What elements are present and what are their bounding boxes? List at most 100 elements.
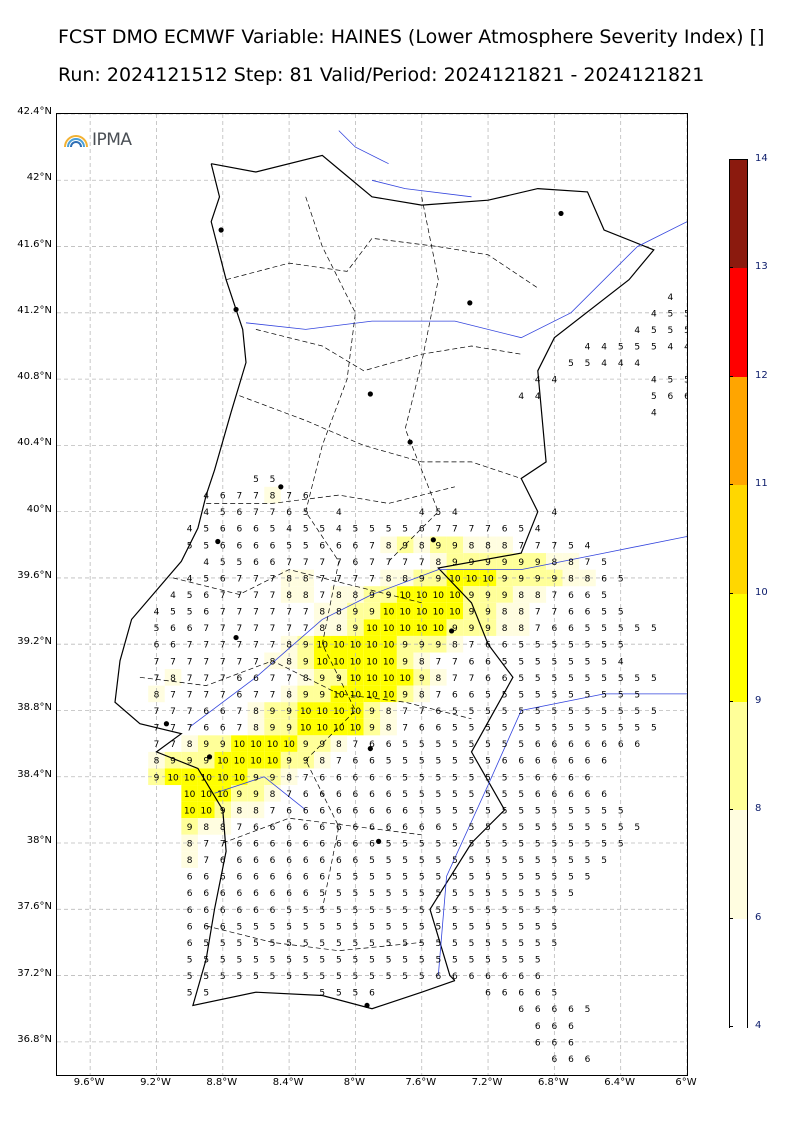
haines-value: 9 xyxy=(369,724,375,734)
haines-value: 8 xyxy=(270,657,276,667)
haines-value: 4 xyxy=(419,508,425,518)
haines-value: 6 xyxy=(601,790,607,800)
haines-value: 7 xyxy=(270,641,276,651)
haines-value: 9 xyxy=(469,608,475,618)
haines-value: 7 xyxy=(203,674,209,684)
haines-value: 5 xyxy=(535,889,541,899)
haines-value: 5 xyxy=(452,724,458,734)
haines-value: 7 xyxy=(237,624,243,634)
haines-cell xyxy=(214,768,232,786)
lat-tick-label: 39.2°N xyxy=(17,636,52,648)
haines-value: 9 xyxy=(336,674,342,684)
haines-value: 8 xyxy=(386,574,392,584)
haines-value: 9 xyxy=(237,790,243,800)
haines-value: 9 xyxy=(469,591,475,601)
haines-value: 7 xyxy=(187,641,193,651)
colorbar-segment xyxy=(730,701,747,811)
haines-value: 6 xyxy=(502,757,508,767)
haines-value: 6 xyxy=(568,757,574,767)
haines-value: 8 xyxy=(353,591,359,601)
haines-cell xyxy=(313,702,331,719)
haines-value: 5 xyxy=(303,541,309,551)
haines-value: 7 xyxy=(552,591,558,601)
haines-value: 10 xyxy=(184,773,196,783)
haines-cell xyxy=(264,718,281,736)
haines-value: 5 xyxy=(535,906,541,916)
haines-value: 6 xyxy=(270,541,276,551)
haines-value: 7 xyxy=(187,724,193,734)
haines-value: 5 xyxy=(435,740,441,750)
haines-value: 5 xyxy=(386,889,392,899)
haines-value: 5 xyxy=(634,674,640,684)
lon-tick-label: 8.4°W xyxy=(272,1077,304,1088)
haines-cell xyxy=(313,685,331,703)
haines-value: 5 xyxy=(585,823,591,833)
haines-cell xyxy=(479,553,497,570)
haines-value: 6 xyxy=(535,989,541,999)
haines-value: 6 xyxy=(270,906,276,916)
haines-value: 5 xyxy=(220,956,226,966)
haines-value: 8 xyxy=(303,574,309,584)
haines-value: 7 xyxy=(303,558,309,568)
haines-value: 5 xyxy=(535,856,541,866)
haines-value: 6 xyxy=(518,989,524,999)
haines-value: 10 xyxy=(317,641,329,651)
haines-value: 5 xyxy=(336,906,342,916)
lat-tick-label: 40.8°N xyxy=(17,371,52,383)
haines-value: 5 xyxy=(419,790,425,800)
haines-value: 9 xyxy=(203,757,209,767)
haines-cell xyxy=(280,718,298,736)
haines-value: 8 xyxy=(419,690,425,700)
haines-value: 6 xyxy=(601,757,607,767)
haines-value: 5 xyxy=(419,806,425,816)
haines-value: 9 xyxy=(286,724,292,734)
haines-cell xyxy=(280,586,298,603)
haines-value: 4 xyxy=(187,574,193,584)
haines-value: 6 xyxy=(386,773,392,783)
haines-value: 8 xyxy=(154,690,160,700)
district-border xyxy=(139,660,472,720)
haines-value: 10 xyxy=(300,724,312,734)
haines-value: 6 xyxy=(336,773,342,783)
haines-value: 6 xyxy=(535,972,541,982)
haines-value: 7 xyxy=(203,856,209,866)
haines-value: 6 xyxy=(237,508,243,518)
haines-value: 7 xyxy=(270,624,276,634)
haines-value: 6 xyxy=(353,806,359,816)
haines-value: 7 xyxy=(220,657,226,667)
haines-value: 5 xyxy=(585,873,591,883)
city-dot xyxy=(448,628,455,634)
haines-value: 7 xyxy=(220,624,226,634)
haines-value: 5 xyxy=(601,674,607,684)
haines-value: 5 xyxy=(452,757,458,767)
haines-value: 5 xyxy=(336,972,342,982)
haines-value: 6 xyxy=(535,1038,541,1048)
haines-value: 6 xyxy=(601,574,607,584)
haines-value: 5 xyxy=(535,873,541,883)
haines-value: 5 xyxy=(552,690,558,700)
haines-cell xyxy=(197,735,215,752)
haines-value: 5 xyxy=(336,956,342,966)
haines-value: 9 xyxy=(303,690,309,700)
haines-value: 9 xyxy=(485,624,491,634)
haines-value: 10 xyxy=(250,757,262,767)
rainbow-arc-icon xyxy=(64,135,88,148)
haines-cell xyxy=(463,553,480,570)
haines-value: 5 xyxy=(568,806,574,816)
haines-value: 6 xyxy=(552,757,558,767)
haines-value: 10 xyxy=(383,624,395,634)
haines-value: 10 xyxy=(350,724,362,734)
haines-value: 5 xyxy=(452,889,458,899)
haines-value: 5 xyxy=(402,856,408,866)
haines-value: 6 xyxy=(270,840,276,850)
haines-value: 6 xyxy=(552,624,558,634)
haines-value: 5 xyxy=(618,806,624,816)
haines-value: 10 xyxy=(200,773,212,783)
city-dot xyxy=(206,754,213,760)
haines-value: 6 xyxy=(336,856,342,866)
haines-value: 6 xyxy=(568,624,574,634)
haines-value: 8 xyxy=(286,641,292,651)
haines-value: 7 xyxy=(237,608,243,618)
haines-value: 10 xyxy=(482,574,494,584)
haines-value: 7 xyxy=(286,624,292,634)
